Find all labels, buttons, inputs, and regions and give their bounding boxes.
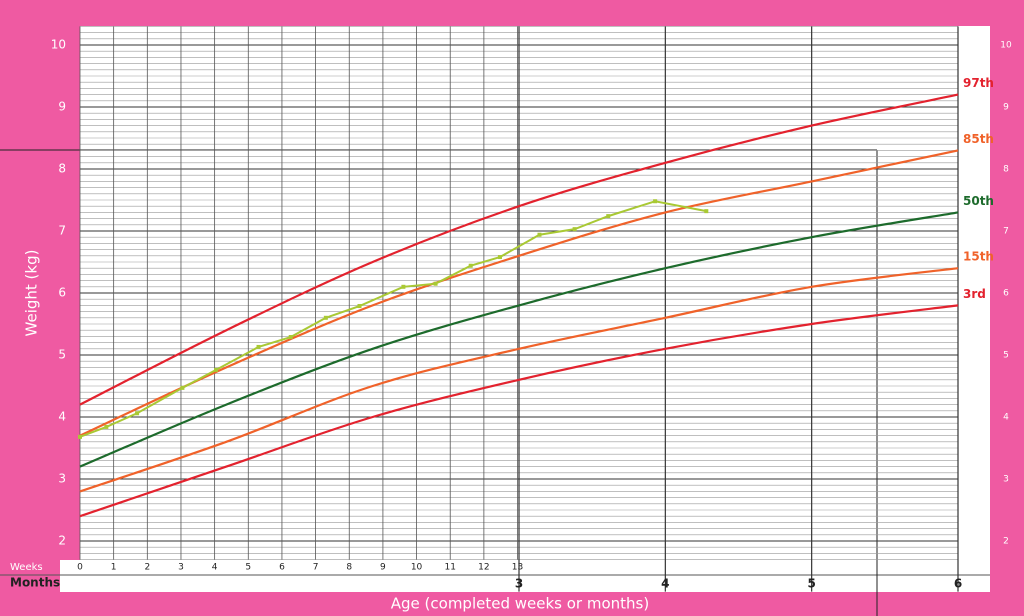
percentile-label: 15th — [963, 250, 994, 264]
y2-tick-label: 9 — [1003, 103, 1009, 113]
percentile-label: 97th — [963, 76, 994, 90]
measurement-line — [79, 200, 707, 438]
x-label-band — [60, 560, 990, 592]
week-tick-label: 9 — [380, 563, 386, 573]
week-tick-label: 6 — [279, 563, 285, 573]
measurement-point — [468, 263, 473, 268]
week-tick-label: 4 — [212, 563, 218, 573]
y-tick-label: 4 — [58, 410, 66, 424]
percentile-label: 50th — [963, 194, 994, 208]
measurement-point — [288, 335, 293, 340]
percentile-label: 3rd — [963, 287, 986, 301]
week-tick-label: 3 — [178, 563, 184, 573]
y-tick-label: 10 — [51, 38, 66, 52]
measurement-point — [180, 385, 185, 390]
y2-tick-label: 2 — [1003, 537, 1009, 547]
months-label: Months — [10, 576, 60, 590]
y-tick-label: 9 — [58, 100, 66, 114]
weeks-label: Weeks — [10, 562, 43, 573]
y2-tick-label: 3 — [1003, 475, 1009, 485]
percentile-line — [79, 149, 959, 437]
y2-tick-label: 10 — [1000, 41, 1012, 51]
y-tick-label: 5 — [58, 348, 66, 362]
y2-tick-label: 6 — [1003, 289, 1009, 299]
y-tick-label: 3 — [58, 472, 66, 486]
month-tick-label: 5 — [807, 577, 815, 591]
week-tick-label: 1 — [111, 563, 117, 573]
y2-tick-label: 7 — [1003, 227, 1009, 237]
month-tick-label: 6 — [954, 577, 962, 591]
y2-tick-label: 4 — [1003, 413, 1009, 423]
measurement-point — [572, 227, 577, 232]
week-tick-label: 7 — [313, 563, 319, 573]
percentile-line — [79, 267, 959, 493]
measurement-point — [323, 315, 328, 320]
week-tick-label: 10 — [411, 563, 423, 573]
measurement-point — [606, 214, 611, 219]
week-tick-label: 13 — [512, 563, 523, 573]
week-tick-label: 8 — [346, 563, 352, 573]
y-tick-label: 2 — [58, 534, 66, 548]
percentile-label: 85th — [963, 132, 994, 146]
y-tick-label: 6 — [58, 286, 66, 300]
measurement-point — [78, 434, 82, 439]
week-tick-label: 2 — [144, 563, 150, 573]
y-tick-label: 7 — [58, 224, 66, 238]
measurement-point — [135, 411, 140, 416]
x-axis-title: Age (completed weeks or months) — [391, 595, 649, 613]
measurement-point — [104, 424, 109, 429]
right-axis-band — [958, 26, 990, 560]
measurement-point — [653, 199, 658, 204]
week-tick-label: 11 — [444, 563, 455, 573]
measurement-point — [704, 209, 709, 214]
week-tick-label: 5 — [245, 563, 251, 573]
y2-tick-label: 8 — [1003, 165, 1009, 175]
percentile-line — [79, 304, 959, 518]
week-tick-label: 0 — [77, 563, 83, 573]
measurement-point — [214, 367, 219, 372]
month-tick-label: 3 — [515, 577, 523, 591]
week-tick-label: 12 — [478, 563, 489, 573]
measurement-point — [537, 232, 542, 237]
measurement-point — [497, 255, 502, 260]
measurement-point — [401, 284, 406, 289]
percentile-line — [79, 211, 959, 468]
measurement-point — [433, 281, 438, 286]
percentile-line — [79, 93, 959, 406]
month-tick-label: 4 — [661, 577, 669, 591]
y-tick-label: 8 — [58, 162, 66, 176]
y2-tick-label: 5 — [1003, 351, 1009, 361]
measurement-point — [357, 304, 362, 309]
measurement-point — [256, 344, 261, 349]
y-axis-title: Weight (kg) — [23, 250, 41, 337]
